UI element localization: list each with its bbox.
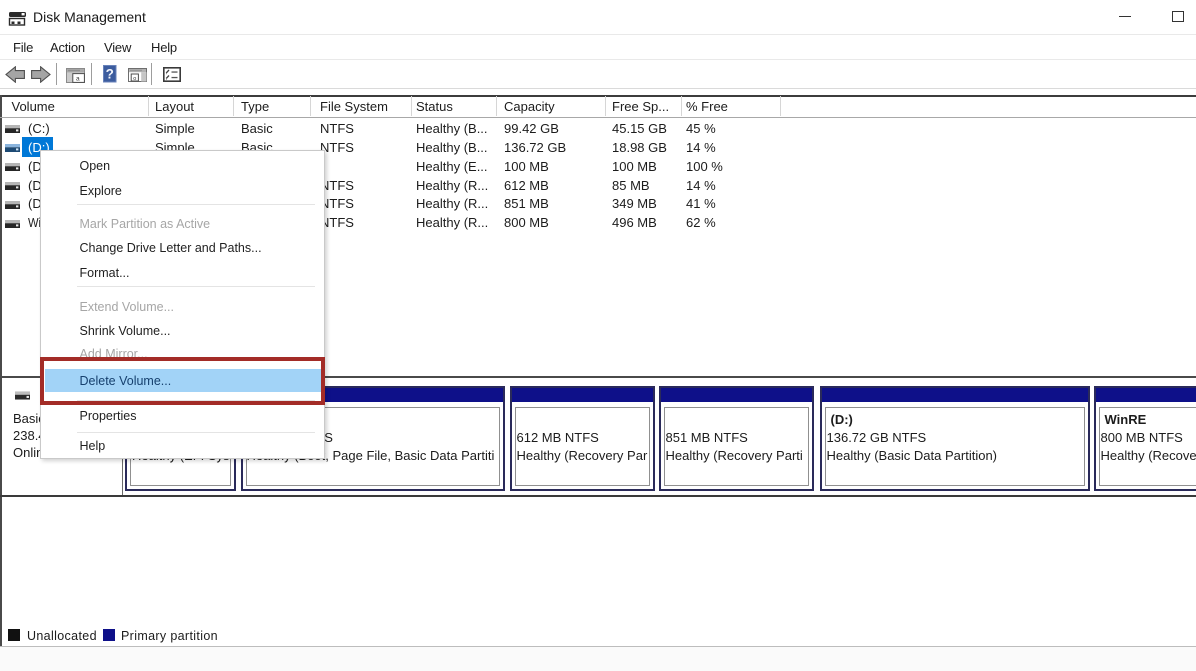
svg-text:o: o — [133, 76, 136, 82]
svg-text:?: ? — [106, 67, 114, 82]
svg-text:a: a — [76, 75, 80, 82]
